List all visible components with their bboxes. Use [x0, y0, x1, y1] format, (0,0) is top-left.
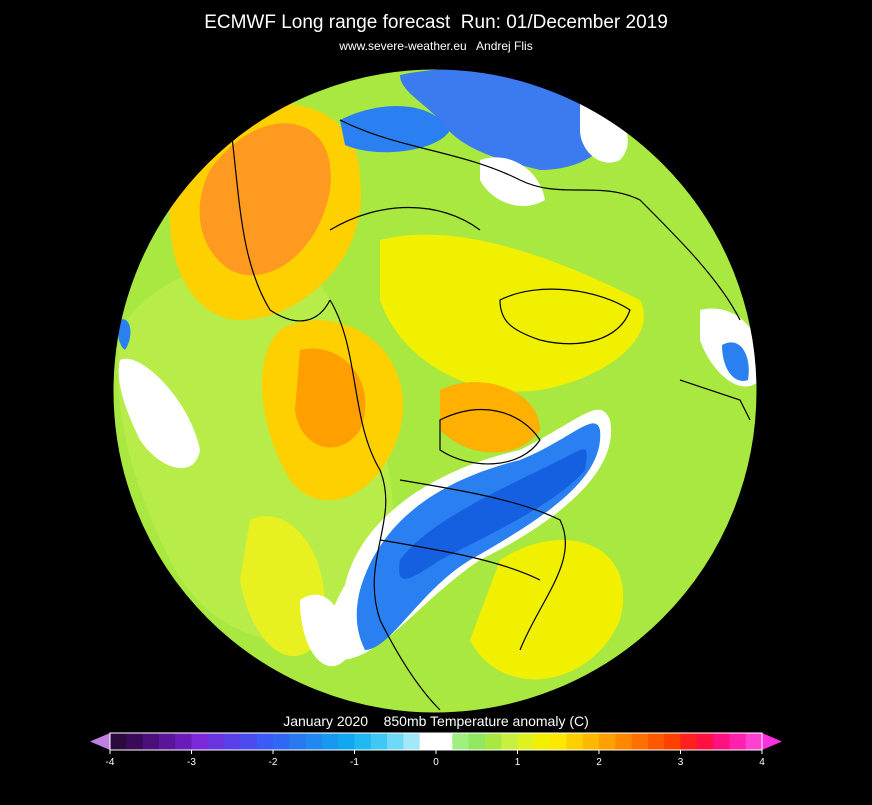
map-outline: [112, 68, 758, 714]
title: ECMWF Long range forecast Run: 01/Decemb…: [204, 12, 668, 33]
colorbar-cell: [468, 733, 486, 750]
colorbar-cell: [370, 733, 388, 750]
colorbar-cell: [338, 733, 355, 750]
colorbar-tick-label: -4: [106, 757, 115, 768]
colorbar-cell: [191, 733, 209, 750]
colorbar: -4 -3 -2 -1 0 1 2 3 4: [90, 732, 782, 768]
colorbar-cell: [387, 733, 404, 750]
colorbar-cell: [647, 733, 665, 750]
colorbar-tick-label: 2: [596, 757, 602, 768]
colorbar-cell: [550, 733, 567, 750]
colorbar-cell: [403, 733, 421, 750]
colorbar-cell: [354, 733, 372, 750]
subtitle: www.severe-weather.eu Andrej Flis: [338, 39, 532, 53]
colorbar-cell: [745, 733, 763, 750]
colorbar-tick-label: 0: [433, 757, 439, 768]
colorbar-cell: [256, 733, 274, 750]
colorbar-cell: [273, 733, 290, 750]
colorbar-tick-label: -3: [187, 757, 196, 768]
colorbar-cell: [664, 733, 681, 750]
colorbar-cell: [566, 733, 584, 750]
colorbar-cell: [452, 733, 470, 750]
colorbar-cell: [207, 733, 225, 750]
colorbar-cell: [484, 733, 502, 750]
colorbar-cell: [631, 733, 649, 750]
colorbar-cell: [729, 733, 747, 750]
colorbar-cell: [582, 733, 600, 750]
map: [113, 69, 757, 713]
colorbar-cell: [126, 733, 144, 750]
colorbar-cell: [321, 733, 339, 750]
colorbar-tick-label: 3: [678, 757, 684, 768]
colorbar-cell: [142, 733, 160, 750]
colorbar-cell: [680, 733, 698, 750]
colorbar-tick-label: -1: [350, 757, 359, 768]
colorbar-cell: [533, 733, 551, 750]
colorbar-cell: [436, 733, 453, 750]
colorbar-cell: [599, 733, 616, 750]
colorbar-cell: [289, 733, 307, 750]
colorbar-cell: [175, 733, 192, 750]
colorbar-cell: [615, 733, 633, 750]
colorbar-cell: [501, 733, 518, 750]
colorbar-cell: [517, 733, 535, 750]
colorbar-cell: [158, 733, 176, 750]
colorbar-under-arrow: [90, 733, 110, 750]
colorbar-cell: [419, 733, 437, 750]
colorbar-cell: [240, 733, 258, 750]
colorbar-tick-label: 1: [515, 757, 521, 768]
colorbar-tick-label: 4: [759, 757, 765, 768]
colorbar-cell: [713, 733, 730, 750]
colorbar-cell: [305, 733, 323, 750]
colorbar-cell: [110, 733, 127, 750]
colorbar-cell: [696, 733, 714, 750]
colorbar-tick-label: -2: [269, 757, 278, 768]
colorbar-over-arrow: [762, 733, 782, 750]
colorbar-cell: [224, 733, 241, 750]
legend-title: January 2020 850mb Temperature anomaly (…: [283, 713, 589, 729]
